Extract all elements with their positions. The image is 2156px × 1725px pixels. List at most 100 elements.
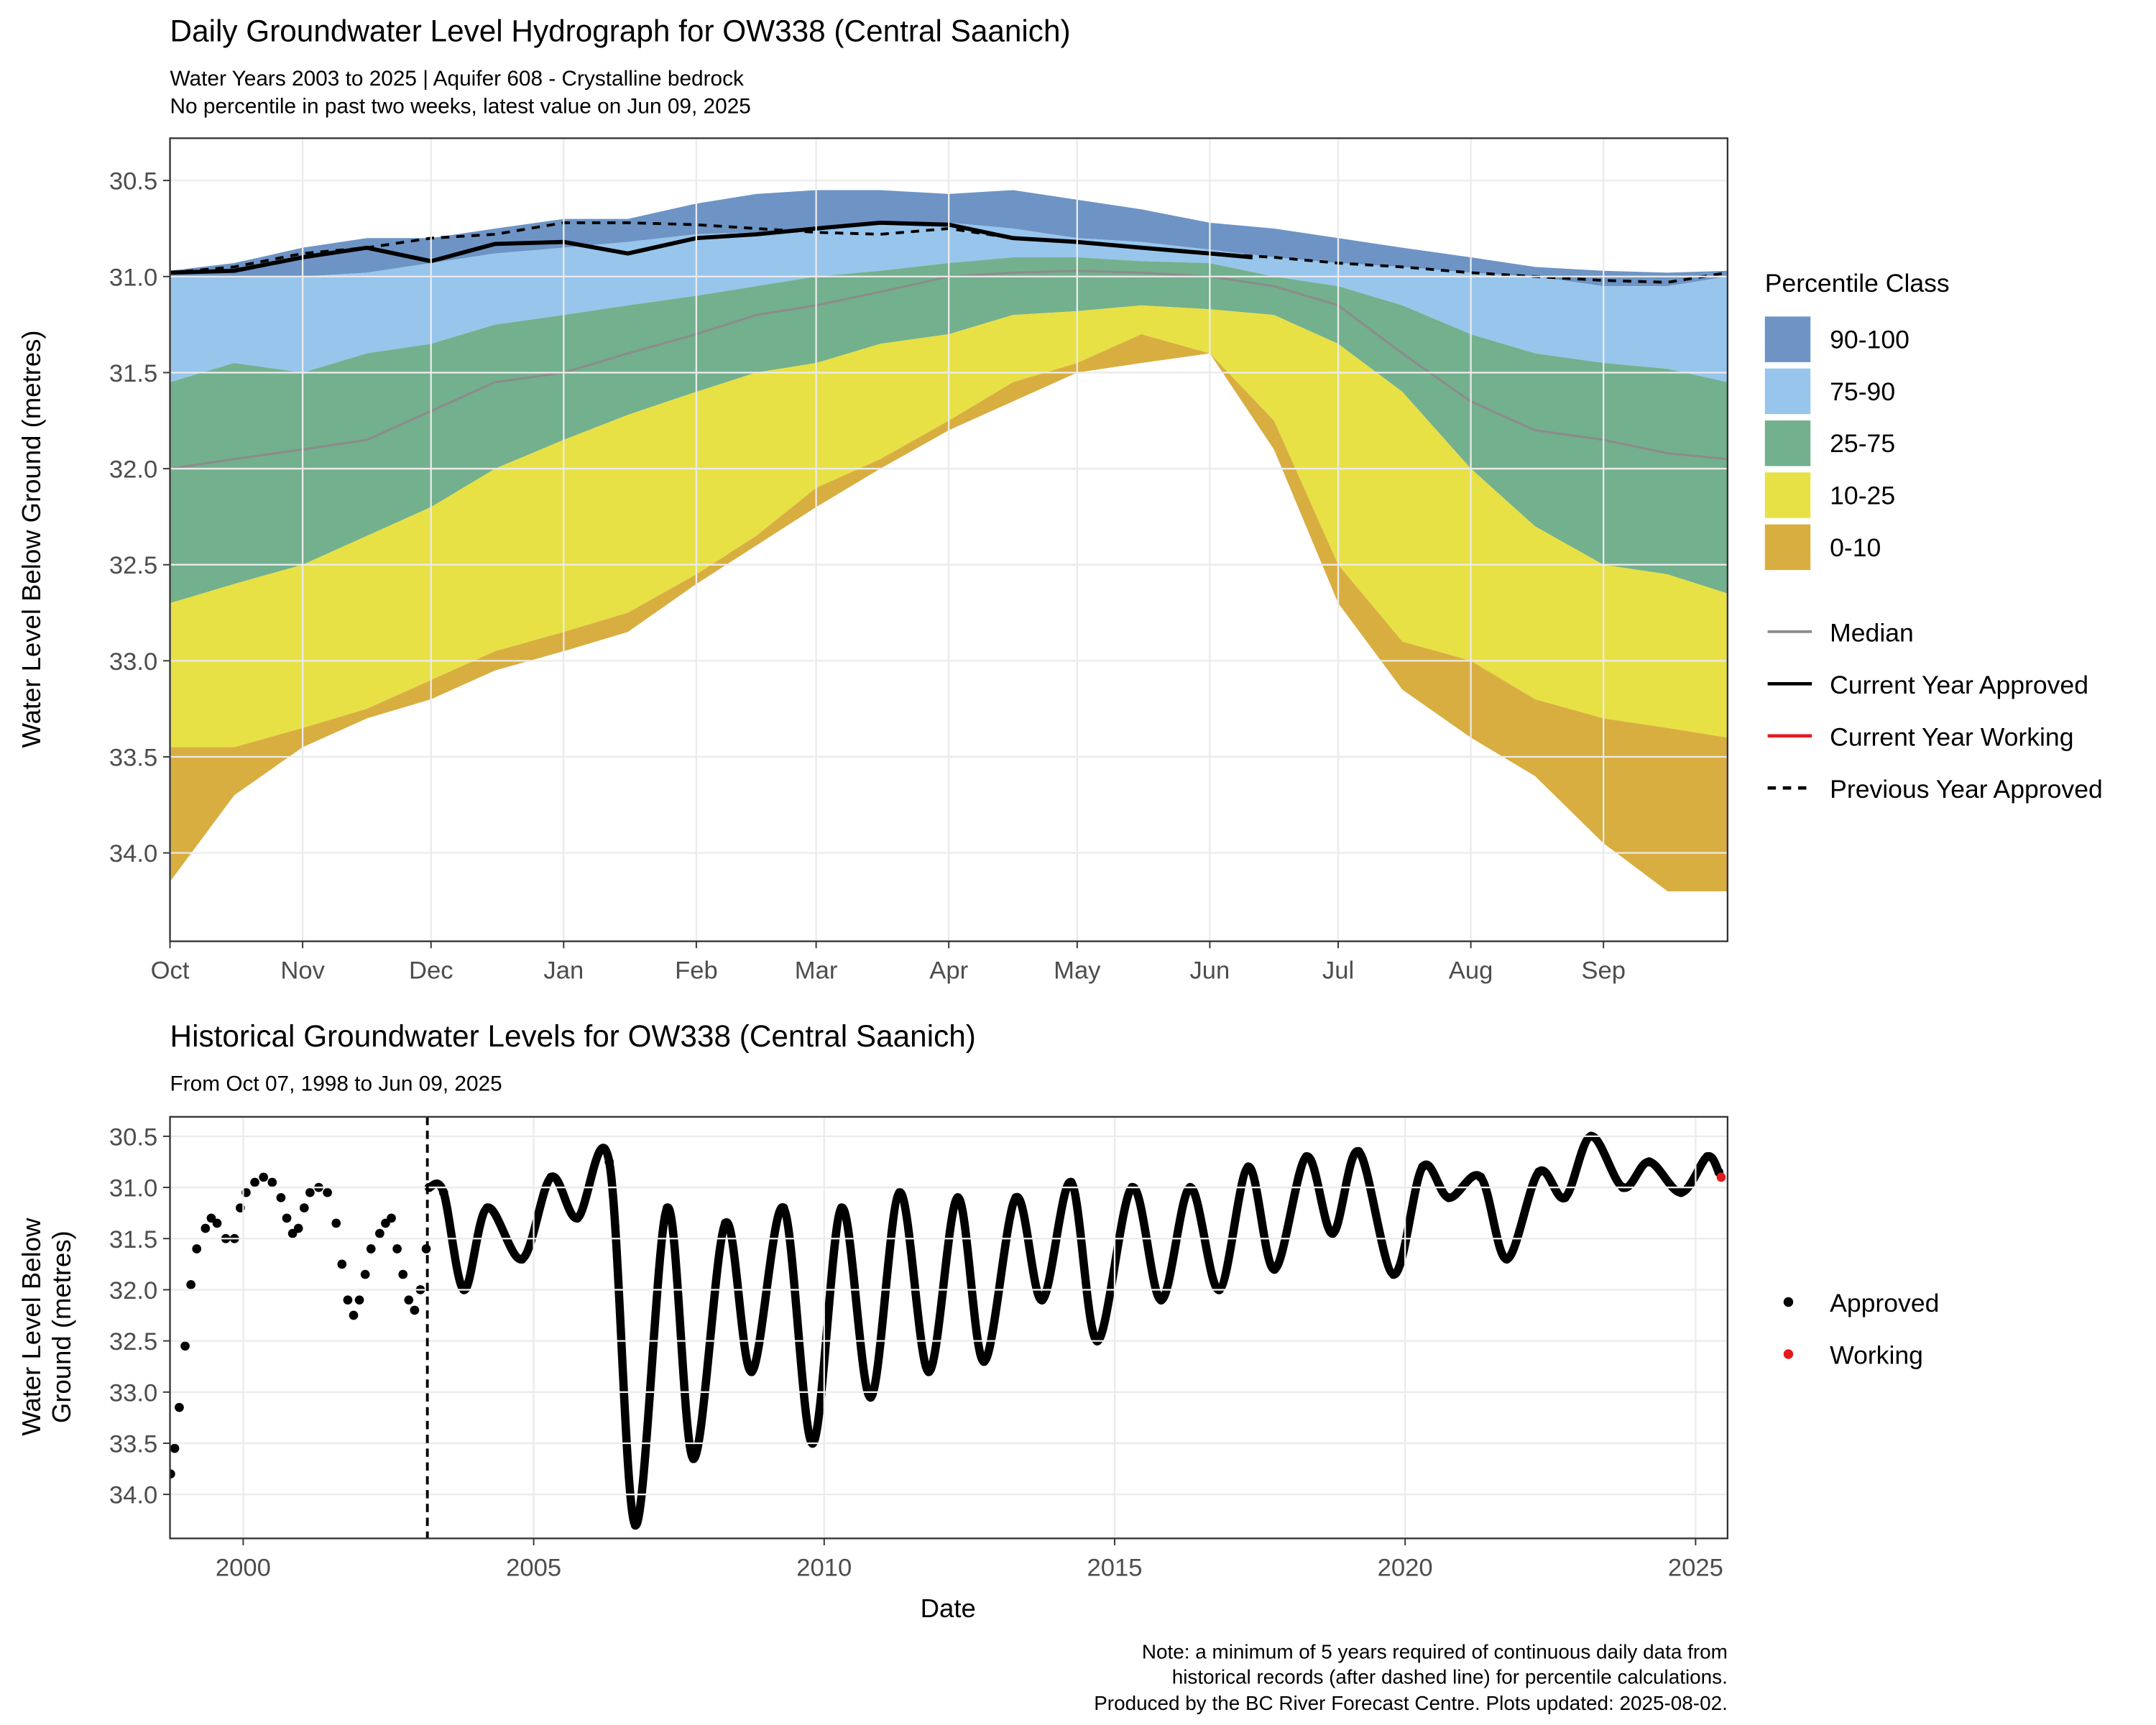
point (1011, 1192, 1021, 1202)
y-tick-label: 33.0 (109, 648, 157, 676)
x-tick-label: Oct (151, 957, 190, 985)
y-tick-label: 32.5 (109, 1328, 157, 1356)
x-tick-label: Jan (543, 957, 584, 985)
y-axis-title: Water Level Below (17, 1218, 46, 1436)
point (1676, 1187, 1686, 1197)
point (1269, 1264, 1279, 1274)
point (923, 1366, 934, 1376)
point (837, 1203, 847, 1213)
point (604, 1157, 614, 1167)
legend-label: Current Year Approved (1830, 671, 2088, 699)
legend-key (1764, 472, 1811, 518)
x-tick-label: 2000 (216, 1554, 271, 1581)
legend-label: 90-100 (1830, 326, 1909, 354)
x-tick-label: 2015 (1087, 1554, 1142, 1581)
point (572, 1213, 582, 1223)
point (721, 1218, 730, 1228)
point (404, 1295, 414, 1305)
y-tick-label: 34.0 (109, 1482, 157, 1509)
point (305, 1187, 315, 1197)
point (630, 1520, 640, 1530)
y-tick-label: 30.5 (109, 1123, 157, 1151)
note: historical records (after dashed line) f… (1172, 1665, 1728, 1688)
x-tick-label: 2025 (1668, 1554, 1723, 1581)
point (299, 1203, 309, 1213)
x-tick-label: 2010 (796, 1554, 852, 1581)
y-tick-label: 31.0 (109, 1175, 157, 1202)
point (1327, 1228, 1337, 1238)
x-tick-label: 2020 (1378, 1554, 1433, 1581)
point (1067, 1177, 1076, 1187)
point (1703, 1152, 1712, 1162)
point (170, 1469, 175, 1479)
y-tick-label: 31.5 (109, 1226, 157, 1254)
point (366, 1244, 376, 1254)
chart-title: Daily Groundwater Level Hydrograph for O… (170, 14, 1071, 48)
point (360, 1269, 370, 1279)
chart-subtitle: Water Years 2003 to 2025 | Aquifer 608 -… (170, 67, 744, 91)
point (1444, 1192, 1454, 1202)
legend-label: 0-10 (1830, 533, 1881, 562)
point (276, 1192, 286, 1202)
point (517, 1254, 527, 1264)
x-tick-label: Sep (1581, 957, 1626, 985)
x-tick-label: Jun (1189, 957, 1230, 985)
point (866, 1392, 875, 1402)
legend-key (1764, 368, 1811, 415)
point (546, 1172, 556, 1182)
x-tick-label: Jul (1322, 957, 1354, 985)
legend-label: Current Year Working (1830, 722, 2073, 751)
legend-label: Approved (1830, 1289, 1939, 1317)
legend-label: Previous Year Approved (1830, 775, 2103, 804)
point (1156, 1295, 1166, 1305)
point (1243, 1162, 1253, 1172)
point (337, 1259, 347, 1269)
percentile-band (170, 222, 1728, 382)
point (250, 1177, 259, 1187)
legend-key (1764, 420, 1811, 466)
legend-key (1783, 1297, 1794, 1307)
y-tick-label: 31.5 (109, 360, 157, 387)
point (259, 1172, 269, 1182)
point (1302, 1152, 1312, 1162)
point (343, 1295, 353, 1305)
point (1560, 1192, 1570, 1202)
x-tick-label: Feb (675, 957, 718, 985)
y-tick-label: 30.5 (109, 168, 157, 196)
x-tick-label: Nov (280, 957, 325, 985)
legend-label: 75-90 (1830, 377, 1895, 406)
point (201, 1223, 211, 1233)
legend-title: Percentile Class (1765, 269, 1950, 298)
plot-background (170, 1116, 1728, 1539)
y-tick-label: 32.5 (109, 552, 157, 579)
y-axis-title: Water Level Below Ground (metres) (17, 330, 46, 748)
x-tick-label: Aug (1449, 957, 1493, 985)
point (186, 1279, 195, 1289)
y-tick-label: 33.0 (109, 1379, 157, 1407)
x-tick-label: May (1054, 957, 1101, 985)
note: Note: a minimum of 5 years required of c… (1142, 1641, 1728, 1663)
point (192, 1244, 202, 1254)
point (979, 1356, 989, 1366)
y-tick-label: 33.5 (109, 745, 157, 772)
point (1388, 1269, 1399, 1279)
legend-key (1764, 524, 1811, 571)
point (1644, 1157, 1654, 1167)
point (410, 1305, 420, 1315)
y-tick-label: 34.0 (109, 840, 157, 868)
point (170, 1443, 180, 1453)
point (387, 1213, 396, 1223)
x-tick-label: 2005 (506, 1554, 561, 1581)
point (482, 1203, 492, 1213)
legend-label: Working (1830, 1341, 1923, 1370)
point (688, 1453, 699, 1463)
note: Produced by the BC River Forecast Centre… (1094, 1692, 1728, 1714)
legend-key (1764, 316, 1811, 362)
point (349, 1310, 359, 1320)
point (1418, 1162, 1427, 1172)
point (398, 1269, 408, 1279)
point (282, 1213, 292, 1223)
legend-key (1783, 1349, 1794, 1359)
